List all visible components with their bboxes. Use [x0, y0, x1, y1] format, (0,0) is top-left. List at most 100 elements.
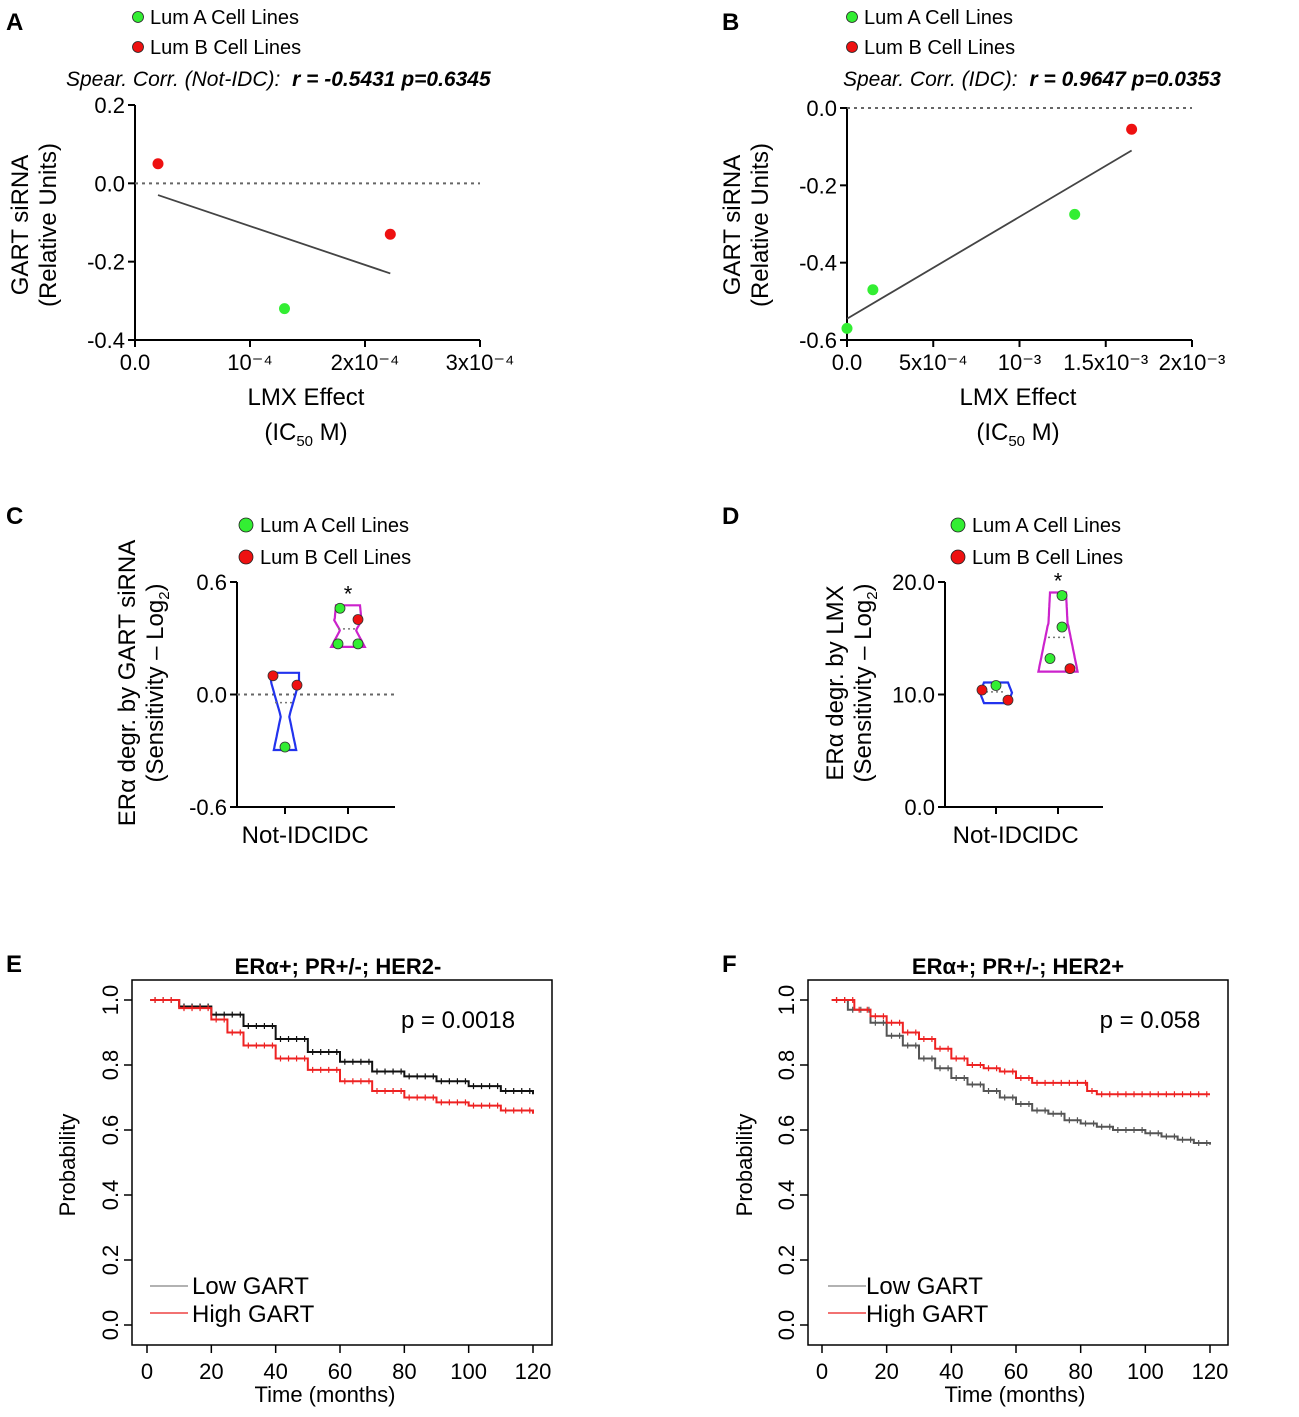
y-tick-label: 0.4	[774, 1180, 799, 1211]
survival-plot-f: 0.0 0.2 0.4 0.6 0.8 1.0 0 20 40 60 80 100 120	[774, 979, 1229, 1384]
y-axis-title-c-line1: ERα degr. by GART siRNA	[114, 540, 141, 826]
legend-marker-lumb	[950, 549, 966, 565]
data-point	[841, 322, 853, 334]
legend-label-luma: Lum A Cell Lines	[150, 7, 299, 29]
x-axis-title-f: Time (months)	[945, 1382, 1086, 1407]
y-axis-title-a-line2: (Relative Units)	[35, 143, 62, 307]
data-point	[352, 614, 364, 625]
y-tick-label: 0.0	[196, 683, 227, 708]
x-tick-label: 3x10⁻⁴	[446, 350, 515, 375]
y-tick-label: 0.0	[774, 1310, 799, 1341]
category-label: IDC	[327, 822, 368, 849]
y-tick-label: 0.0	[94, 171, 125, 196]
x-tick-label: 120	[1192, 1359, 1229, 1384]
panel-e: E ERα+; PR+/-; HER2- 0.00.20.40.60.81.00…	[6, 951, 553, 1407]
legend-label-high: High GART	[192, 1301, 315, 1328]
legend-label-lumb: Lum B Cell Lines	[260, 547, 411, 569]
panel-c: C Lum A Cell Lines Lum B Cell Lines 0.60…	[6, 503, 411, 849]
y-axis-title-d-line1: ERα degr. by LMX	[822, 585, 849, 780]
legend-label-luma: Lum A Cell Lines	[864, 7, 1013, 29]
panel-letter-d: D	[722, 503, 739, 530]
y-tick-label: 0.8	[98, 1050, 123, 1081]
legend-d: Lum A Cell Lines Lum B Cell Lines	[950, 515, 1123, 569]
x-tick-label: 10⁻³	[998, 350, 1041, 375]
scatter-plot-b: 0.0-0.2-0.4-0.60.0 5x10⁻⁴ 10⁻³ 1.5x10⁻³ 2x10…	[799, 96, 1225, 375]
panel-d: D Lum A Cell Lines Lum B Cell Lines 20.0…	[722, 503, 1123, 849]
data-point	[332, 638, 344, 650]
category-label: Not-IDC	[953, 822, 1040, 849]
y-axis-title-d-line2: (Sensitivity – Log2)	[850, 583, 881, 782]
y-tick-label: 0.0	[98, 1310, 123, 1341]
ylabel-post: )	[142, 583, 169, 591]
y-tick-label: -0.2	[799, 173, 837, 198]
x-tick-label: 60	[328, 1359, 352, 1384]
x-axis-unit-b: (IC50 M)	[976, 419, 1059, 450]
ylabel-sub: 2	[156, 591, 173, 599]
x-tick-label: 10⁻⁴	[227, 350, 273, 375]
x-tick-label: 0.0	[120, 350, 151, 375]
x-tick-label: 2x10⁻³	[1159, 350, 1226, 375]
correlation-label: Spear. Corr. (IDC):	[843, 68, 1018, 91]
p-value-e: p = 0.0018	[401, 1007, 515, 1034]
data-point	[867, 284, 879, 296]
x-unit-pre: (IC	[976, 419, 1008, 446]
x-unit-post: M)	[1025, 419, 1060, 446]
category-label: IDC	[1037, 822, 1078, 849]
y-tick-label: 0.6	[196, 570, 227, 595]
data-point	[291, 679, 303, 691]
x-tick-label: 2x10⁻⁴	[331, 350, 400, 375]
x-tick-label: 100	[1127, 1359, 1164, 1384]
correlation-text-b: Spear. Corr. (IDC): r = 0.9647 p=0.0353	[843, 68, 1221, 91]
x-tick-label: 120	[515, 1359, 552, 1384]
x-tick-label: 5x10⁻⁴	[899, 350, 968, 375]
ylabel-pre: (Sensitivity – Log	[850, 600, 877, 783]
y-tick-label: -0.6	[799, 328, 837, 353]
x-tick-label: 40	[939, 1359, 963, 1384]
legend-marker-luma	[950, 517, 966, 533]
legend-b: Lum A Cell Lines Lum B Cell Lines	[846, 7, 1015, 59]
y-tick-label: 20.0	[892, 570, 935, 595]
legend-label-lumb: Lum B Cell Lines	[972, 547, 1123, 569]
legend-label-high: High GART	[866, 1301, 989, 1328]
y-axis-title-f: Probability	[732, 1114, 757, 1217]
legend-label-luma: Lum A Cell Lines	[260, 515, 409, 537]
data-point	[352, 638, 364, 650]
km-title-e: ERα+; PR+/-; HER2-	[235, 954, 442, 979]
x-unit-pre: (IC	[264, 419, 296, 446]
panel-b: B Lum A Cell Lines Lum B Cell Lines Spea…	[719, 7, 1225, 450]
legend-marker-lumb	[132, 41, 144, 53]
km-title-f: ERα+; PR+/-; HER2+	[912, 954, 1124, 979]
x-axis-title-b: LMX Effect	[960, 384, 1077, 411]
correlation-stat: r = -0.5431 p=0.6345	[292, 68, 491, 91]
data-point	[1056, 590, 1068, 601]
scatter-plot-a: 0.20.0-0.2-0.40.0 10⁻⁴ 2x10⁻⁴ 3x10⁻⁴	[87, 93, 514, 375]
legend-marker-luma	[132, 11, 144, 23]
legend-a: Lum A Cell Lines Lum B Cell Lines	[132, 7, 301, 59]
y-axis-title-e: Probability	[55, 1114, 80, 1217]
category-label: Not-IDC	[242, 822, 329, 849]
y-axis-title-b-line2: (Relative Units)	[747, 143, 774, 307]
survival-plot-e: 0.0 0.2 0.4 0.6 0.8 1.0 0 20 40 60 80 100 120	[98, 979, 553, 1384]
x-tick-label: 60	[1004, 1359, 1028, 1384]
y-tick-label: 0.2	[94, 93, 125, 118]
survival-curve	[831, 999, 1210, 1096]
data-point	[279, 741, 291, 753]
x-tick-label: 80	[1068, 1359, 1092, 1384]
y-axis-title-c-line2: (Sensitivity – Log2)	[142, 583, 173, 782]
y-tick-label: 1.0	[774, 985, 799, 1016]
data-point	[152, 158, 164, 170]
violin-shape	[1037, 591, 1079, 673]
correlation-stat: r = 0.9647 p=0.0353	[1029, 68, 1221, 91]
significance-star: *	[344, 581, 353, 606]
correlation-label: Spear. Corr. (Not-IDC):	[66, 68, 280, 91]
data-point	[334, 602, 346, 614]
legend-label-lumb: Lum B Cell Lines	[150, 37, 301, 59]
y-tick-label: -0.6	[189, 795, 227, 820]
panel-letter-f: F	[722, 951, 737, 978]
y-tick-label: 0.4	[98, 1180, 123, 1211]
data-point	[1056, 621, 1068, 633]
significance-star: *	[1054, 569, 1063, 594]
x-tick-label: 80	[392, 1359, 416, 1384]
